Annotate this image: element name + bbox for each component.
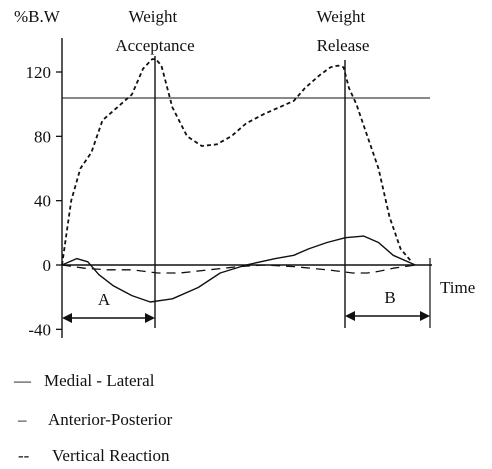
legend-label: Vertical Reaction	[52, 446, 170, 465]
legend-symbol: —	[13, 371, 32, 390]
legend-symbol: --	[18, 446, 30, 465]
interval-b: B	[345, 288, 430, 321]
y-tick-label: 80	[34, 127, 51, 146]
interval-a: A	[62, 290, 155, 323]
legend-label: Medial - Lateral	[44, 371, 155, 390]
series-line-solid	[61, 235, 416, 303]
legend-label: Anterior-Posterior	[48, 410, 173, 429]
y-tick-label: 40	[34, 192, 51, 211]
y-tick-label: -40	[28, 320, 51, 339]
x-axis-label: Time	[440, 278, 475, 297]
legend-symbol: –	[17, 410, 27, 429]
y-axis-label: %B.W	[14, 7, 61, 26]
y-ticks: -40 0 40 80 120	[26, 63, 62, 339]
y-tick-label: 120	[26, 63, 52, 82]
series-line-dashed	[61, 264, 416, 274]
legend: — Medial - Lateral – Anterior-Posterior -- Ve…	[13, 371, 173, 465]
weight-acceptance-label: Weight Acceptance	[115, 7, 194, 55]
interval-a-label: A	[98, 290, 111, 309]
series-line-dotted	[61, 58, 413, 266]
weight-release-label: Weight Release	[317, 7, 370, 55]
series-layer	[61, 58, 416, 303]
y-tick-label: 0	[43, 256, 52, 275]
interval-b-label: B	[384, 288, 395, 307]
